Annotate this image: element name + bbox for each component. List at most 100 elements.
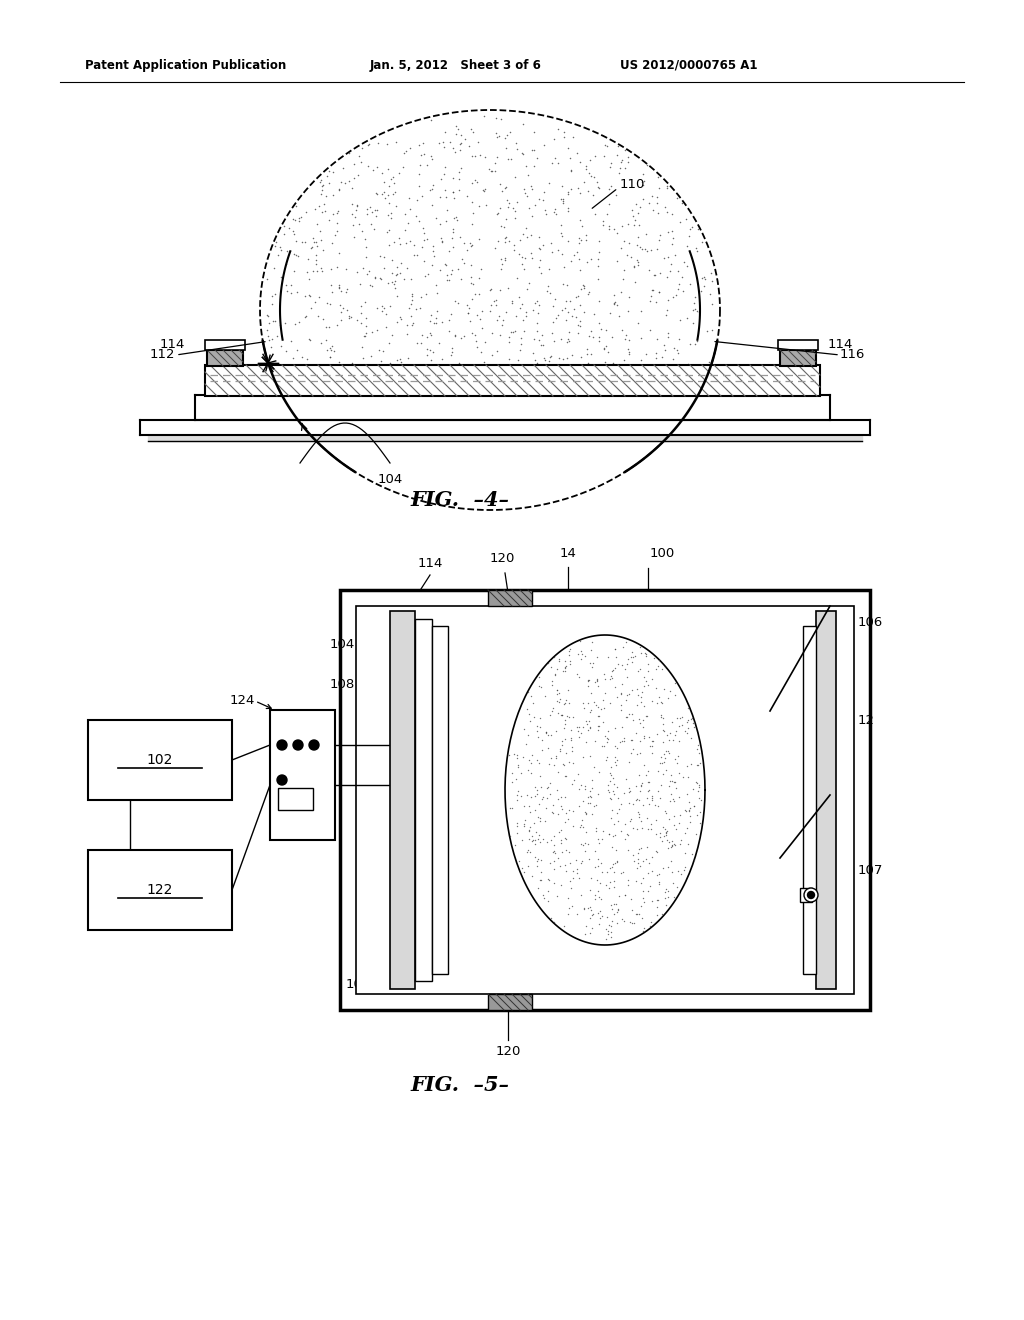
Point [613, 281, 630, 302]
Point [288, 244, 304, 265]
Point [514, 253, 530, 275]
Point [460, 302, 476, 323]
Point [602, 871, 618, 892]
Point [381, 176, 397, 197]
Point [627, 272, 643, 293]
Point [413, 297, 429, 318]
Point [422, 339, 438, 360]
Point [506, 743, 522, 764]
Point [471, 267, 487, 288]
Point [582, 149, 598, 170]
Point [651, 752, 668, 774]
Point [364, 202, 380, 223]
Point [605, 768, 622, 789]
Point [472, 145, 488, 166]
Point [630, 312, 646, 333]
Point [500, 277, 516, 298]
Point [553, 189, 569, 210]
Point [526, 785, 543, 807]
Point [595, 690, 611, 711]
Point [473, 259, 489, 280]
Point [539, 832, 555, 853]
Point [384, 358, 400, 379]
Point [384, 166, 400, 187]
Point [652, 708, 669, 729]
Point [532, 776, 549, 797]
Point [603, 660, 620, 681]
Point [636, 676, 652, 697]
Point [509, 191, 525, 213]
Point [396, 219, 413, 240]
Point [272, 236, 289, 257]
Point [357, 236, 374, 257]
Point [464, 289, 480, 310]
Point [648, 693, 665, 714]
Point [626, 817, 642, 838]
Point [612, 682, 629, 704]
Point [415, 133, 431, 154]
Point [329, 202, 345, 223]
Point [557, 787, 573, 808]
Point [582, 896, 598, 917]
Point [288, 231, 304, 252]
Point [579, 916, 595, 937]
Point [545, 312, 561, 333]
Point [612, 793, 629, 814]
Point [591, 886, 607, 907]
Bar [488, 994, 532, 1010]
Point [670, 279, 686, 300]
Point [624, 651, 640, 672]
Point [414, 325, 430, 346]
Point [361, 133, 378, 154]
Point [291, 210, 307, 231]
Point [577, 645, 593, 667]
Point [523, 180, 540, 201]
Point [553, 787, 569, 808]
Point [341, 170, 357, 191]
Point [618, 685, 635, 706]
Point [639, 818, 655, 840]
Point [557, 651, 573, 672]
Point [636, 170, 652, 191]
Bar [88, 719, 232, 800]
Point [423, 325, 439, 346]
Point [489, 127, 506, 148]
Point [561, 751, 578, 772]
Point [519, 760, 536, 781]
Point [559, 706, 575, 727]
Point [471, 363, 487, 384]
Point [668, 685, 684, 706]
Point [453, 157, 469, 178]
Point [487, 152, 504, 173]
Point [306, 198, 323, 219]
Point [600, 719, 616, 741]
Point [601, 915, 617, 936]
Point [358, 264, 375, 285]
Point [608, 803, 625, 824]
Point [651, 230, 668, 251]
Point [520, 750, 537, 771]
Point [553, 796, 569, 817]
Point [664, 830, 680, 851]
Point [560, 302, 577, 323]
Point [589, 647, 605, 668]
Point [667, 771, 683, 792]
Point [442, 345, 459, 366]
Point [423, 145, 439, 166]
Bar [816, 611, 836, 989]
Point [686, 717, 702, 738]
Point [352, 296, 369, 317]
Point [681, 797, 697, 818]
Point [646, 648, 663, 669]
Point [658, 202, 675, 223]
Point [662, 742, 678, 763]
Point [418, 284, 434, 305]
Point [657, 760, 674, 781]
Point [330, 201, 346, 222]
Point [464, 235, 480, 256]
Point [497, 227, 513, 248]
Point [453, 269, 469, 290]
Point [643, 818, 659, 840]
Point [446, 325, 463, 346]
Point [677, 800, 693, 821]
